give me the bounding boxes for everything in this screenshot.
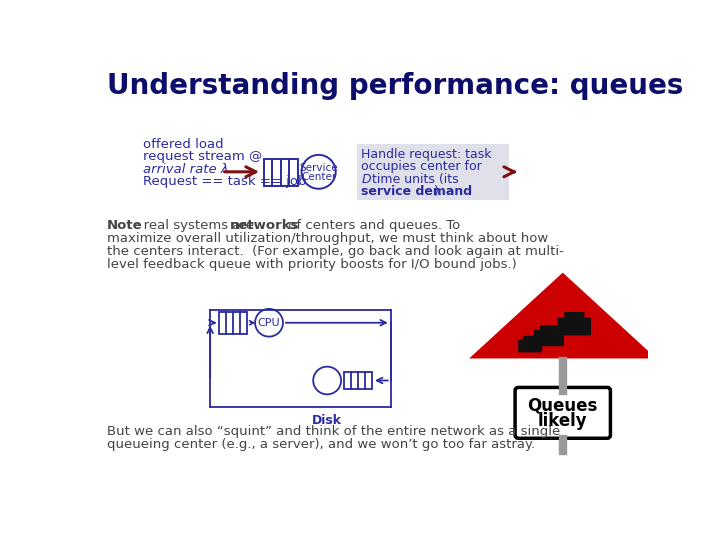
Bar [357, 144, 508, 200]
FancyBboxPatch shape [564, 312, 585, 321]
Text: : real systems are: : real systems are [135, 219, 258, 232]
Text: level feedback queue with priority boosts for I/O bound jobs.): level feedback queue with priority boost… [107, 258, 517, 271]
Text: the centers interact.  (For example, go back and look again at multi-: the centers interact. (For example, go b… [107, 245, 564, 258]
Text: Queues: Queues [528, 397, 598, 415]
Text: ).: ). [434, 185, 443, 198]
Text: maximize overall utilization/throughput, we must think about how: maximize overall utilization/throughput,… [107, 232, 549, 245]
Text: CPU: CPU [258, 318, 280, 328]
Text: Note: Note [107, 219, 143, 232]
Text: Center: Center [301, 172, 336, 182]
Text: But we can also “squint” and think of the entire network as a single: But we can also “squint” and think of th… [107, 425, 560, 438]
Text: of centers and queues. To: of centers and queues. To [284, 219, 460, 232]
Bar [344, 372, 372, 389]
Circle shape [302, 155, 336, 189]
Circle shape [313, 367, 341, 394]
Text: service demand: service demand [361, 185, 472, 198]
Text: arrival rate λ: arrival rate λ [143, 163, 228, 176]
Text: networks: networks [230, 219, 300, 232]
Text: Disk: Disk [312, 414, 342, 427]
Text: queueing center (e.g., a server), and we won’t go too far astray.: queueing center (e.g., a server), and we… [107, 438, 535, 451]
FancyBboxPatch shape [558, 318, 591, 335]
Text: Understanding performance: queues: Understanding performance: queues [107, 72, 683, 100]
Text: D: D [361, 173, 371, 186]
Text: likely: likely [538, 411, 588, 429]
Text: request stream @: request stream @ [143, 150, 262, 163]
Text: Request == task == job: Request == task == job [143, 175, 306, 188]
Circle shape [255, 309, 283, 336]
FancyBboxPatch shape [518, 339, 542, 353]
Text: Service: Service [300, 163, 338, 173]
Text: occupies center for: occupies center for [361, 160, 482, 173]
FancyBboxPatch shape [515, 387, 611, 438]
Text: Handle request: task: Handle request: task [361, 148, 492, 161]
FancyBboxPatch shape [523, 336, 538, 343]
Bar [220, 312, 248, 334]
Text: time units (its: time units (its [368, 173, 459, 186]
Bar [264, 159, 297, 186]
FancyBboxPatch shape [534, 330, 564, 346]
FancyBboxPatch shape [540, 325, 558, 334]
Polygon shape [462, 269, 664, 361]
Text: offered load: offered load [143, 138, 223, 151]
